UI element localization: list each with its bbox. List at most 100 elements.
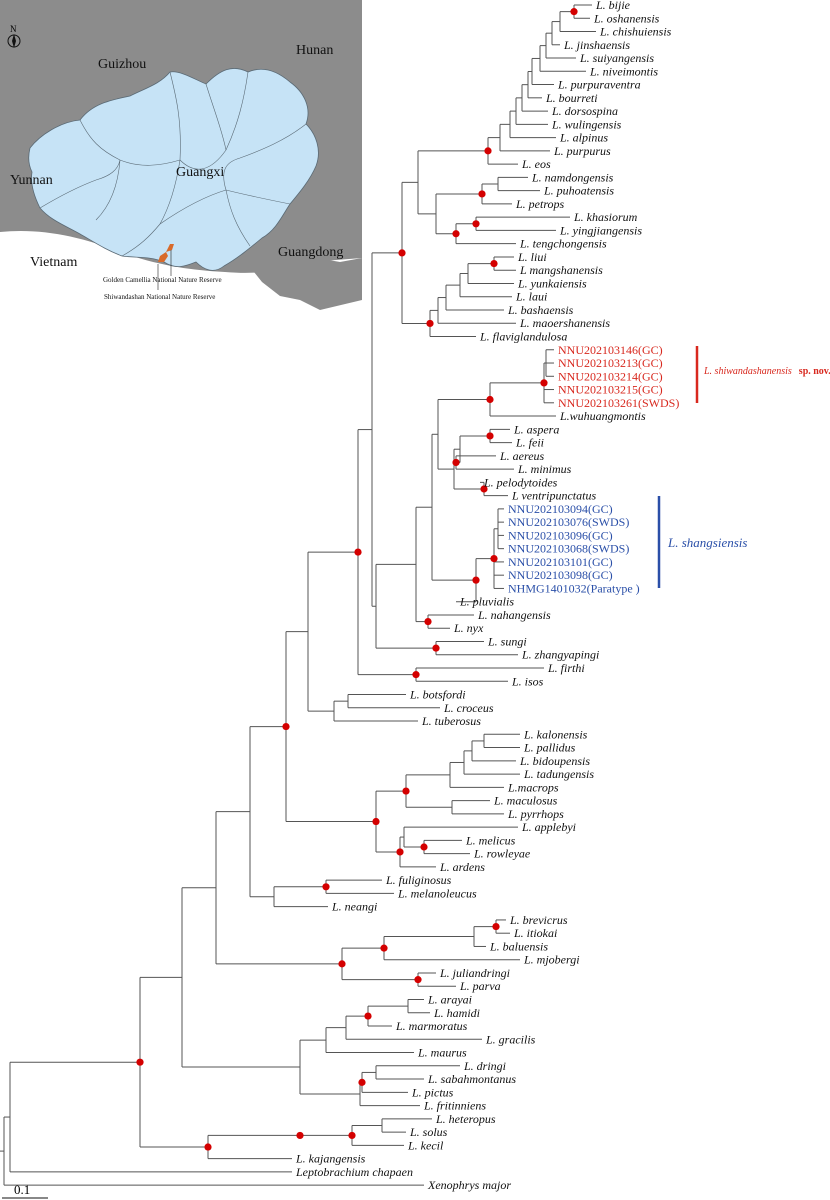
tip-label-melicus: L. melicus <box>465 833 516 847</box>
tip-label-bidoupensis: L. bidoupensis <box>519 754 590 768</box>
support-node <box>540 379 548 387</box>
support-node <box>478 190 486 198</box>
label-shiwandashan-reserve: Shiwandashan National Nature Reserve <box>104 293 215 301</box>
tip-label-nnu094: NNU202103094(GC) <box>508 502 613 516</box>
north-label: N <box>10 24 17 34</box>
support-node <box>480 485 488 493</box>
support-node <box>486 432 494 440</box>
support-node <box>398 249 406 257</box>
tip-label-mangshanensis: L mangshanensis <box>519 263 603 277</box>
tip-label-laui: L. laui <box>515 290 547 304</box>
guangdong-coast <box>246 255 362 310</box>
tip-label-croceus: L. croceus <box>443 701 494 715</box>
tip-label-baluensis: L. baluensis <box>489 939 548 953</box>
tip-label-nnu214: NNU202103214(GC) <box>558 369 663 383</box>
support-node <box>472 576 480 584</box>
label-guangdong: Guangdong <box>278 245 343 260</box>
tip-label-pictus: L. pictus <box>411 1085 454 1099</box>
tip-label-nnu076: NNU202103076(SWDS) <box>508 515 629 529</box>
tip-label-sungi: L. sungi <box>487 634 527 648</box>
tip-label-solus: L. solus <box>409 1125 448 1139</box>
tip-label-brevicrus: L. brevicrus <box>509 913 568 927</box>
tip-label-nahangensis: L. nahangensis <box>477 608 551 622</box>
tip-label-eos: L. eos <box>521 157 551 171</box>
support-node <box>364 1012 372 1020</box>
support-node <box>296 1131 304 1140</box>
shiwandashanensis-clade-label: L. shiwandashanensis sp. nov. <box>703 361 830 378</box>
tip-label-kecil: L. kecil <box>407 1138 444 1152</box>
tip-label-alpinus: L. alpinus <box>559 131 608 145</box>
tip-label-fritinniens: L. fritinniens <box>423 1099 486 1113</box>
tip-label-mjobergi: L. mjobergi <box>523 953 580 967</box>
support-node <box>484 147 492 155</box>
tip-label-namdongensis: L. namdongensis <box>531 170 614 184</box>
tip-label-melanoleucus: L. melanoleucus <box>397 886 477 900</box>
golden-camellia-reserve-marker <box>166 244 174 252</box>
tip-label-juliandringi: L. juliandringi <box>439 966 510 980</box>
tip-label-nnu068: NNU202103068(SWDS) <box>508 542 629 556</box>
tip-label-nnu146: NNU202103146(GC) <box>558 343 663 357</box>
tip-label-nnu098: NNU202103098(GC) <box>508 568 613 582</box>
tip-label-maculosus: L. maculosus <box>493 794 558 808</box>
tip-label-wuhuangmontis: L.wuhuangmontis <box>559 409 646 423</box>
support-node <box>472 220 480 228</box>
tip-label-parva: L. parva <box>459 979 501 993</box>
support-node <box>358 1078 366 1086</box>
support-node <box>426 319 434 328</box>
tip-label-sabahmontanus: L. sabahmontanus <box>427 1072 516 1086</box>
tip-label-nnu215: NNU202103215(GC) <box>558 383 663 397</box>
tip-label-dringi: L. dringi <box>463 1059 506 1073</box>
tip-label-marmoratus: L. marmoratus <box>395 1019 468 1033</box>
tip-label-tuberosus: L. tuberosus <box>421 714 481 728</box>
support-nodes <box>136 8 578 1151</box>
tip-label-chishuiensis: L. chishuiensis <box>599 25 672 39</box>
tip-label-rowleyae: L. rowleyae <box>473 847 531 861</box>
tip-label-aspera: L. aspera <box>513 422 559 436</box>
support-node <box>348 1131 356 1140</box>
support-node <box>204 1143 212 1151</box>
support-node <box>420 843 428 851</box>
tip-label-zhangyapingi: L. zhangyapingi <box>521 648 599 662</box>
tip-label-niveimontis: L. niveimontis <box>589 64 658 78</box>
tip-label-minimus: L. minimus <box>517 462 572 476</box>
tip-label-aereus: L. aereus <box>499 449 545 463</box>
tip-label-purpuraventra: L. purpuraventra <box>557 78 641 92</box>
tip-label-xenophrys: Xenophrys major <box>427 1178 511 1192</box>
tip-label-nyx: L. nyx <box>453 621 484 635</box>
tip-label-pelodytoides: L. pelodytoides <box>483 475 558 489</box>
tip-label-suiyangensis: L. suiyangensis <box>579 51 654 65</box>
tip-label-nhmg: NHMG1401032(Paratype ) <box>508 581 640 595</box>
label-yunnan: Yunnan <box>10 173 53 188</box>
tip-label-bijie: L. bijie <box>595 0 631 12</box>
tip-label-nnu261: NNU202103261(SWDS) <box>558 396 679 410</box>
support-node <box>492 922 500 931</box>
tip-label-ventripunctatus: L ventripunctatus <box>511 489 596 503</box>
support-node <box>322 883 330 891</box>
tip-label-dorsospina: L. dorsospina <box>551 104 618 118</box>
tip-label-bashaensis: L. bashaensis <box>507 303 574 317</box>
support-node <box>396 848 404 856</box>
support-node <box>486 395 494 404</box>
support-node <box>402 787 410 795</box>
tip-label-yingjiangensis: L. yingjiangensis <box>559 223 642 237</box>
tip-label-arayai: L. arayai <box>427 993 472 1007</box>
scale-bar-label: 0.1 <box>14 1182 30 1197</box>
tip-label-feii: L. feii <box>515 436 544 450</box>
support-node <box>424 617 432 626</box>
support-node <box>380 944 388 952</box>
tip-label-khasiorum: L. khasiorum <box>573 210 638 224</box>
tip-label-pyrrhops: L. pyrrhops <box>507 807 564 821</box>
support-node <box>432 644 440 652</box>
map-inset: N Guizhou Hunan Yunnan Guangxi Vietnam G… <box>0 0 362 325</box>
tip-label-heteropus: L. heteropus <box>435 1112 496 1126</box>
support-node <box>490 259 498 268</box>
tip-label-ardens: L. ardens <box>439 860 485 874</box>
tip-label-pallidus: L. pallidus <box>523 741 576 755</box>
tip-label-tengchongensis: L. tengchongensis <box>519 237 607 251</box>
tip-label-wulingensis: L. wulingensis <box>551 117 622 131</box>
tip-label-nnu213: NNU202103213(GC) <box>558 356 663 370</box>
tip-label-isos: L. isos <box>511 674 544 688</box>
